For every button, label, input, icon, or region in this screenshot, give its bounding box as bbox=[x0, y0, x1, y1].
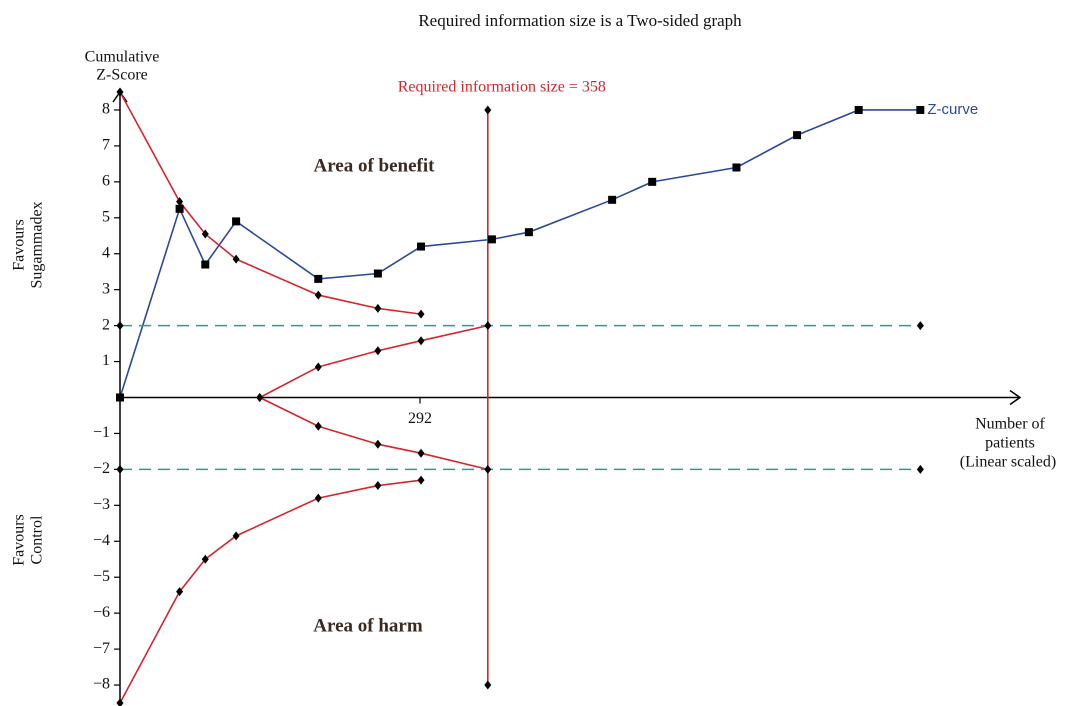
y-tick-label: 7 bbox=[102, 137, 110, 154]
marker bbox=[854, 105, 863, 114]
y-tick-label: 8 bbox=[102, 101, 110, 118]
annotation-group: Favours Control bbox=[11, 514, 46, 566]
y-tick-label: −6 bbox=[93, 604, 110, 621]
series-line bbox=[119, 479, 422, 704]
y-tick-label: −1 bbox=[93, 424, 110, 441]
marker bbox=[524, 228, 533, 237]
marker bbox=[417, 242, 426, 251]
marker bbox=[116, 464, 124, 474]
marker bbox=[374, 346, 382, 356]
marker bbox=[116, 698, 124, 706]
marker bbox=[232, 254, 240, 264]
marker bbox=[793, 131, 802, 140]
annotation: Favours bbox=[11, 219, 28, 271]
marker bbox=[484, 105, 492, 115]
marker bbox=[417, 475, 425, 485]
y-tick-label: −7 bbox=[93, 640, 110, 657]
x-axis-arrow bbox=[1009, 389, 1022, 406]
marker bbox=[314, 274, 323, 283]
marker bbox=[201, 229, 209, 239]
x-axis-label: Number of bbox=[975, 416, 1045, 433]
marker bbox=[374, 439, 382, 449]
marker bbox=[116, 393, 124, 402]
annotation: Area of benefit bbox=[313, 155, 435, 176]
annotation-group: Favours Sugammadex bbox=[11, 201, 46, 288]
marker bbox=[116, 321, 124, 331]
y-axis-label: Cumulative bbox=[85, 49, 160, 66]
marker bbox=[314, 493, 322, 503]
series-line bbox=[119, 109, 921, 398]
annotation: Control bbox=[29, 515, 46, 564]
marker bbox=[916, 105, 925, 114]
y-axis-label: Z-Score bbox=[96, 67, 148, 84]
y-tick-label: −5 bbox=[93, 568, 110, 585]
y-tick-label: −3 bbox=[93, 496, 110, 513]
chart-title: Required information size is a Two-sided… bbox=[418, 11, 742, 30]
marker bbox=[374, 303, 382, 313]
y-tick-label: −2 bbox=[93, 460, 110, 477]
y-tick-label: 4 bbox=[102, 244, 110, 261]
series-line bbox=[259, 396, 488, 471]
marker bbox=[176, 587, 184, 597]
series-line bbox=[259, 324, 488, 399]
marker bbox=[314, 362, 322, 372]
annotation: Area of harm bbox=[313, 615, 423, 636]
y-tick-label: 6 bbox=[102, 173, 110, 190]
y-tick-label: 1 bbox=[102, 352, 110, 369]
marker bbox=[175, 204, 184, 213]
ris-label: Required information size = 358 bbox=[398, 79, 606, 96]
marker bbox=[484, 464, 492, 474]
marker bbox=[232, 531, 240, 541]
marker bbox=[484, 680, 492, 690]
marker bbox=[201, 260, 210, 269]
marker bbox=[314, 290, 322, 300]
marker bbox=[916, 321, 924, 331]
annotation: Sugammadex bbox=[29, 201, 46, 288]
marker bbox=[487, 235, 496, 244]
marker bbox=[417, 448, 425, 458]
marker bbox=[417, 309, 425, 319]
y-tick-label: 3 bbox=[102, 280, 110, 297]
marker bbox=[608, 195, 617, 204]
y-tick-label: −4 bbox=[93, 532, 110, 549]
series-line bbox=[119, 91, 422, 315]
marker bbox=[116, 87, 124, 97]
marker bbox=[916, 464, 924, 474]
marker bbox=[201, 554, 209, 564]
y-tick-label: 2 bbox=[102, 316, 110, 333]
marker bbox=[417, 336, 425, 346]
x-axis-label: patients bbox=[985, 435, 1035, 452]
legend-label: Z-curve bbox=[927, 101, 978, 118]
marker bbox=[232, 217, 241, 226]
y-tick-label: 5 bbox=[102, 208, 110, 225]
marker bbox=[314, 421, 322, 431]
marker bbox=[648, 177, 657, 186]
x-axis-label: (Linear scaled) bbox=[960, 454, 1056, 471]
y-tick-label: −8 bbox=[93, 676, 110, 693]
annotation: Favours bbox=[11, 514, 28, 566]
marker bbox=[176, 197, 184, 207]
marker bbox=[732, 163, 741, 172]
marker bbox=[484, 321, 492, 331]
marker bbox=[373, 269, 382, 278]
x-tick-label: 292 bbox=[408, 410, 432, 427]
marker bbox=[374, 481, 382, 491]
marker bbox=[256, 393, 264, 402]
